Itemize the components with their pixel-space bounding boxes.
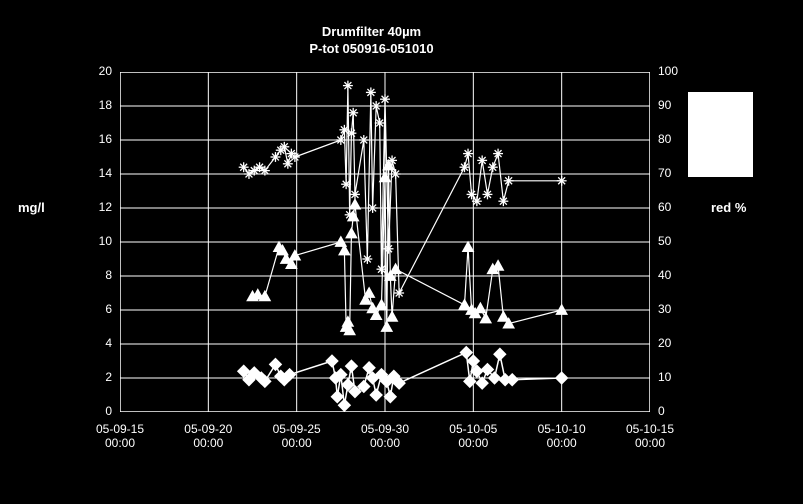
y2-tick-label: 10 [658, 370, 671, 384]
x-tick-label: 05-09-15 00:00 [82, 422, 158, 450]
asterisk-marker [463, 149, 473, 159]
asterisk-marker [343, 81, 353, 91]
asterisk-marker [483, 189, 493, 199]
asterisk-marker [504, 176, 514, 186]
asterisk-marker [271, 152, 281, 162]
asterisk-marker [384, 244, 394, 254]
y2-tick-label: 0 [658, 404, 665, 418]
asterisk-marker [359, 135, 369, 145]
triangle-marker [459, 299, 470, 309]
diamond-marker [476, 377, 488, 389]
asterisk-marker [394, 288, 404, 298]
diamond-marker [326, 355, 338, 367]
diamond-marker [338, 399, 350, 411]
asterisk-marker [371, 101, 381, 111]
triangle-marker [387, 311, 398, 321]
y1-tick-label: 0 [105, 404, 112, 418]
diamond-marker [384, 391, 396, 403]
triangle-marker [480, 313, 491, 323]
diamond-marker [556, 372, 568, 384]
diamond-marker [460, 346, 472, 358]
y1-tick-label: 6 [105, 302, 112, 316]
triangle-marker [556, 305, 567, 315]
asterisk-marker [239, 162, 249, 172]
y1-tick-label: 4 [105, 336, 112, 350]
asterisk-marker [368, 203, 378, 213]
triangle-marker [463, 242, 474, 252]
y2-tick-label: 20 [658, 336, 671, 350]
y1-tick-label: 12 [99, 200, 112, 214]
x-tick-label: 05-09-20 00:00 [170, 422, 246, 450]
diamond-marker [506, 374, 518, 386]
y1-tick-label: 8 [105, 268, 112, 282]
y2-tick-label: 70 [658, 166, 671, 180]
x-tick-label: 05-10-05 00:00 [435, 422, 511, 450]
triangle-marker [493, 260, 504, 270]
diamond-marker [494, 348, 506, 360]
x-tick-label: 05-09-30 00:00 [347, 422, 423, 450]
asterisk-marker [375, 118, 385, 128]
y1-axis-label: mg/l [18, 200, 45, 215]
y2-tick-label: 90 [658, 98, 671, 112]
asterisk-marker [460, 162, 470, 172]
y2-tick-label: 60 [658, 200, 671, 214]
y1-tick-label: 14 [99, 166, 112, 180]
y2-tick-label: 40 [658, 268, 671, 282]
x-tick-label: 05-10-15 00:00 [612, 422, 688, 450]
diamond-marker [345, 360, 357, 372]
asterisk-marker [341, 179, 351, 189]
y2-tick-label: 80 [658, 132, 671, 146]
asterisk-marker [290, 152, 300, 162]
diamond-marker [331, 391, 343, 403]
chart-title-1: Drumfilter 40µm [0, 24, 743, 39]
legend-box [688, 92, 753, 177]
triangle-marker [349, 199, 360, 209]
asterisk-marker [283, 159, 293, 169]
asterisk-marker [362, 254, 372, 264]
diamond-marker [269, 358, 281, 370]
y2-axis-label: red % [711, 200, 746, 215]
asterisk-marker [493, 149, 503, 159]
triangle-marker [475, 303, 486, 313]
triangle-marker [342, 316, 353, 326]
chart-title-2: P-tot 050916-051010 [0, 41, 743, 56]
y1-tick-label: 20 [99, 64, 112, 78]
asterisk-marker [336, 135, 346, 145]
asterisk-marker [348, 108, 358, 118]
x-tick-label: 05-09-25 00:00 [259, 422, 335, 450]
triangle-marker [346, 228, 357, 238]
y1-tick-label: 2 [105, 370, 112, 384]
x-tick-label: 05-10-10 00:00 [524, 422, 600, 450]
asterisk-marker [488, 162, 498, 172]
diamond-marker [370, 389, 382, 401]
y2-tick-label: 100 [658, 64, 678, 78]
asterisk-marker [366, 87, 376, 97]
diamond-marker [464, 375, 476, 387]
asterisk-marker [350, 189, 360, 199]
y1-tick-label: 18 [99, 98, 112, 112]
y1-tick-label: 10 [99, 234, 112, 248]
asterisk-marker [557, 176, 567, 186]
triangle-marker [381, 322, 392, 332]
asterisk-marker [498, 196, 508, 206]
y2-tick-label: 30 [658, 302, 671, 316]
triangle-marker [390, 264, 401, 274]
y1-tick-label: 16 [99, 132, 112, 146]
asterisk-marker [477, 155, 487, 165]
asterisk-marker [467, 189, 477, 199]
asterisk-marker [380, 94, 390, 104]
asterisk-marker [472, 196, 482, 206]
plot-area [120, 72, 650, 412]
y2-tick-label: 50 [658, 234, 671, 248]
